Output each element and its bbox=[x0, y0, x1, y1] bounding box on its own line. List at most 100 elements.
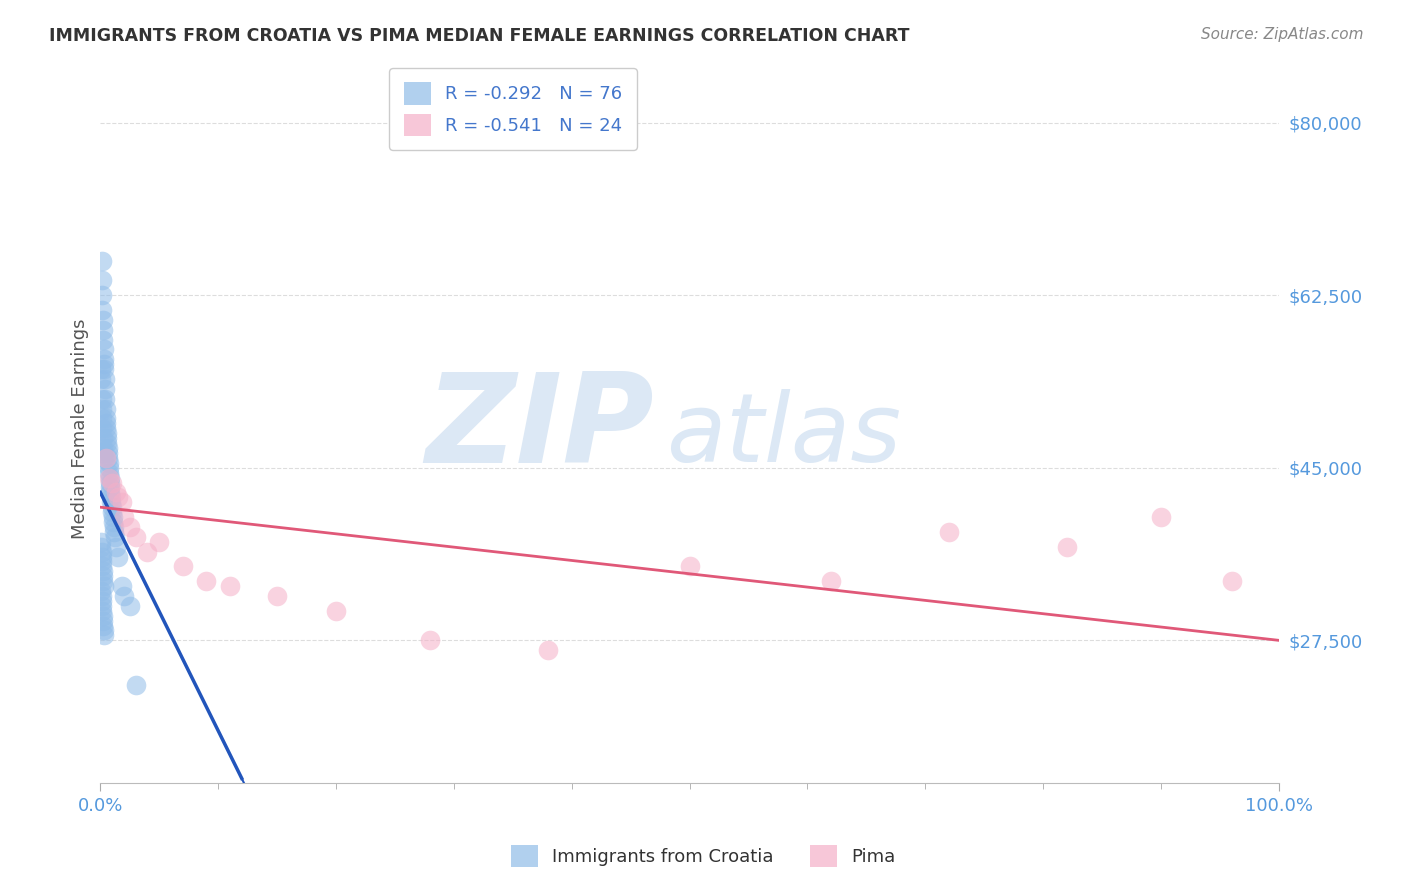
Point bbox=[103, 515, 125, 529]
Point bbox=[118, 599, 141, 613]
Point bbox=[91, 569, 114, 583]
Point bbox=[91, 302, 114, 317]
Point bbox=[104, 530, 127, 544]
Point bbox=[98, 466, 121, 480]
Point bbox=[195, 574, 218, 589]
Point bbox=[1150, 510, 1173, 524]
Point bbox=[96, 431, 118, 445]
Point bbox=[537, 643, 560, 657]
Point bbox=[90, 589, 112, 603]
Point bbox=[96, 417, 118, 431]
Point bbox=[90, 594, 112, 608]
Point bbox=[101, 505, 124, 519]
Point bbox=[104, 540, 127, 554]
Point bbox=[101, 510, 124, 524]
Point bbox=[97, 441, 120, 455]
Point bbox=[98, 480, 121, 494]
Point bbox=[101, 475, 124, 490]
Point bbox=[93, 579, 115, 593]
Point bbox=[148, 534, 170, 549]
Point bbox=[90, 549, 112, 564]
Point bbox=[91, 608, 114, 623]
Point bbox=[91, 559, 114, 574]
Point bbox=[93, 357, 115, 371]
Text: ZIP: ZIP bbox=[426, 368, 654, 489]
Point bbox=[90, 273, 112, 287]
Point bbox=[1220, 574, 1243, 589]
Point bbox=[90, 392, 112, 406]
Point bbox=[90, 253, 112, 268]
Point bbox=[94, 382, 117, 396]
Point bbox=[938, 524, 960, 539]
Point bbox=[93, 628, 115, 642]
Point bbox=[90, 401, 112, 416]
Point bbox=[91, 604, 114, 618]
Point bbox=[94, 372, 117, 386]
Point bbox=[107, 491, 129, 505]
Point bbox=[90, 544, 112, 558]
Point bbox=[91, 313, 114, 327]
Point bbox=[110, 495, 132, 509]
Point bbox=[97, 470, 120, 484]
Legend: R = -0.292   N = 76, R = -0.541   N = 24: R = -0.292 N = 76, R = -0.541 N = 24 bbox=[389, 68, 637, 150]
Point bbox=[100, 491, 122, 505]
Point bbox=[125, 678, 148, 692]
Point bbox=[103, 524, 125, 539]
Point bbox=[107, 549, 129, 564]
Point bbox=[90, 540, 112, 554]
Point bbox=[125, 530, 148, 544]
Point bbox=[90, 584, 112, 599]
Point bbox=[91, 288, 114, 302]
Point bbox=[94, 401, 117, 416]
Point bbox=[91, 411, 114, 425]
Point bbox=[91, 599, 114, 613]
Point bbox=[91, 614, 114, 628]
Point bbox=[96, 426, 118, 441]
Point bbox=[100, 495, 122, 509]
Point bbox=[97, 456, 120, 470]
Point bbox=[118, 520, 141, 534]
Point bbox=[103, 520, 125, 534]
Point bbox=[96, 421, 118, 435]
Point bbox=[93, 362, 115, 376]
Point bbox=[93, 343, 115, 357]
Text: Source: ZipAtlas.com: Source: ZipAtlas.com bbox=[1201, 27, 1364, 42]
Point bbox=[90, 362, 112, 376]
Point bbox=[98, 475, 121, 490]
Point bbox=[91, 421, 114, 435]
Point bbox=[172, 559, 194, 574]
Point bbox=[90, 372, 112, 386]
Point bbox=[91, 554, 114, 568]
Point bbox=[91, 441, 114, 455]
Point bbox=[93, 624, 115, 638]
Point bbox=[97, 450, 120, 465]
Point bbox=[100, 500, 122, 515]
Point bbox=[93, 352, 115, 367]
Point bbox=[112, 589, 135, 603]
Point bbox=[104, 485, 127, 500]
Point bbox=[219, 579, 242, 593]
Point bbox=[325, 604, 347, 618]
Point bbox=[93, 450, 115, 465]
Point bbox=[98, 485, 121, 500]
Point bbox=[136, 544, 159, 558]
Point bbox=[1056, 540, 1078, 554]
Point bbox=[110, 579, 132, 593]
Point bbox=[94, 411, 117, 425]
Text: IMMIGRANTS FROM CROATIA VS PIMA MEDIAN FEMALE EARNINGS CORRELATION CHART: IMMIGRANTS FROM CROATIA VS PIMA MEDIAN F… bbox=[49, 27, 910, 45]
Point bbox=[678, 559, 700, 574]
Point bbox=[91, 431, 114, 445]
Point bbox=[97, 460, 120, 475]
Text: atlas: atlas bbox=[666, 389, 901, 482]
Point bbox=[91, 564, 114, 578]
Legend: Immigrants from Croatia, Pima: Immigrants from Croatia, Pima bbox=[503, 838, 903, 874]
Point bbox=[266, 589, 288, 603]
Point bbox=[96, 436, 118, 450]
Point bbox=[98, 470, 121, 484]
Point bbox=[112, 510, 135, 524]
Point bbox=[820, 574, 842, 589]
Point bbox=[419, 633, 441, 648]
Point bbox=[91, 618, 114, 632]
Point bbox=[91, 574, 114, 589]
Y-axis label: Median Female Earnings: Median Female Earnings bbox=[72, 318, 89, 539]
